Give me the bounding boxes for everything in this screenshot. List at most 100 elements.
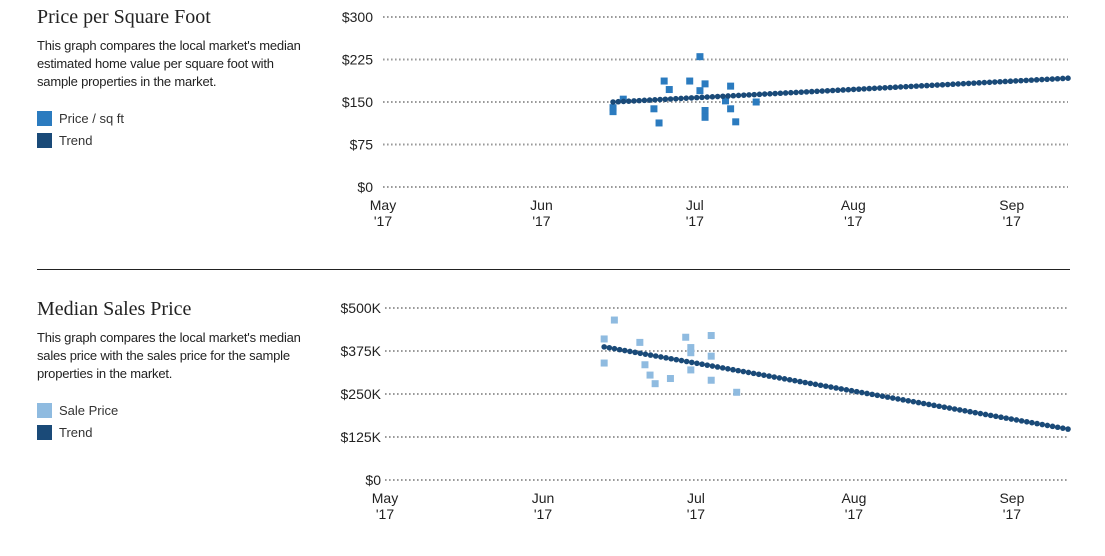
trend-point	[1029, 419, 1035, 426]
trend-point	[740, 92, 747, 98]
trend-point	[1007, 78, 1014, 85]
data-point	[609, 104, 617, 112]
trend-point	[1044, 422, 1051, 429]
chart-description: This graph compares the local market's m…	[37, 38, 301, 89]
legend-item-sale-price: Sale Price	[37, 399, 307, 421]
trend-point	[1008, 416, 1015, 422]
trend-point	[918, 83, 925, 89]
trend-point	[972, 409, 979, 416]
trend-point	[998, 414, 1004, 421]
trend-point	[1065, 75, 1071, 81]
x-tick-year-label: '17	[374, 213, 392, 229]
trend-point	[936, 403, 942, 410]
trend-point	[1018, 418, 1025, 424]
trend-point	[1018, 77, 1024, 84]
trend-point	[850, 86, 857, 93]
trend-point	[924, 82, 930, 89]
x-tick-year-label: '17	[532, 213, 550, 229]
trend-point	[632, 349, 638, 356]
trend-point	[941, 404, 948, 410]
legend-label: Trend	[59, 132, 93, 148]
trend-point	[1060, 425, 1066, 431]
x-tick-year-label: '17	[844, 213, 862, 229]
trend-point	[931, 402, 937, 409]
trend-point	[709, 363, 716, 369]
trend-point	[817, 382, 824, 389]
section-divider	[37, 269, 1070, 270]
trend-point	[688, 95, 695, 101]
median-sales-price-sidebar: Median Sales Price This graph compares t…	[37, 298, 307, 443]
legend-label: Sale Price	[59, 402, 119, 418]
trend-point	[672, 95, 679, 102]
trend-point	[615, 98, 622, 105]
data-point	[687, 344, 695, 352]
trend-point	[1023, 77, 1029, 84]
data-point	[682, 333, 690, 341]
price-per-sqft-panel: Price per Square Foot This graph compare…	[0, 0, 1105, 262]
price-per-sqft-sidebar: Price per Square Foot This graph compare…	[37, 6, 307, 151]
y-tick-label: $150	[342, 94, 373, 110]
trend-point	[611, 345, 618, 352]
trend-point	[1033, 77, 1040, 83]
trend-point	[694, 360, 700, 367]
trend-point	[853, 388, 860, 395]
trend-point	[730, 92, 737, 99]
trend-point	[678, 95, 684, 102]
trend-point	[833, 385, 839, 391]
trend-point	[699, 94, 705, 101]
data-point	[722, 97, 729, 105]
legend-swatch	[37, 110, 52, 126]
trend-point	[843, 387, 850, 393]
trend-point	[647, 352, 654, 358]
trend-point	[725, 365, 731, 372]
data-point	[752, 98, 760, 106]
trend-point	[828, 384, 834, 390]
trend-point	[981, 79, 988, 86]
trend-point	[814, 88, 820, 95]
data-point	[646, 371, 654, 379]
trend-point	[807, 380, 814, 387]
trend-point	[905, 397, 912, 404]
trend-point	[1002, 78, 1009, 85]
trend-point	[601, 344, 607, 350]
trend-point	[621, 347, 628, 354]
chart-title: Price per Square Foot	[37, 6, 211, 28]
x-tick-year-label: '17	[534, 506, 552, 522]
trend-point	[652, 97, 658, 103]
y-tick-label: $75	[350, 137, 374, 153]
y-tick-label: $0	[357, 179, 373, 195]
trend-point	[714, 364, 721, 370]
data-point	[650, 105, 658, 113]
y-tick-label: $0	[365, 472, 381, 488]
trend-point	[802, 379, 808, 386]
trend-point	[991, 79, 998, 85]
trend-point	[861, 86, 867, 92]
trend-point	[646, 97, 653, 103]
legend-item-trend: Trend	[37, 129, 307, 151]
trend-point	[956, 407, 963, 413]
trend-point	[730, 366, 736, 373]
trend-point	[606, 344, 613, 351]
trend-point	[934, 82, 941, 88]
trend-point	[798, 89, 805, 95]
x-tick-label: Sep	[999, 197, 1024, 213]
trend-point	[781, 376, 788, 382]
trend-point	[683, 358, 690, 365]
data-point	[733, 388, 741, 396]
data-point	[636, 338, 644, 346]
trend-point	[678, 357, 685, 364]
trend-point	[777, 90, 784, 97]
trend-point	[900, 397, 906, 403]
x-tick-year-label: '17	[687, 506, 705, 522]
trend-point	[939, 81, 946, 88]
y-tick-label: $225	[342, 52, 373, 68]
trend-point	[658, 354, 664, 360]
data-point	[660, 77, 668, 85]
trend-point	[819, 88, 826, 94]
x-tick-label: Jul	[687, 490, 705, 506]
trend-point	[1028, 77, 1035, 83]
trend-point	[735, 367, 741, 374]
data-point	[727, 82, 735, 90]
trend-point	[631, 98, 637, 104]
trend-point	[835, 87, 841, 94]
